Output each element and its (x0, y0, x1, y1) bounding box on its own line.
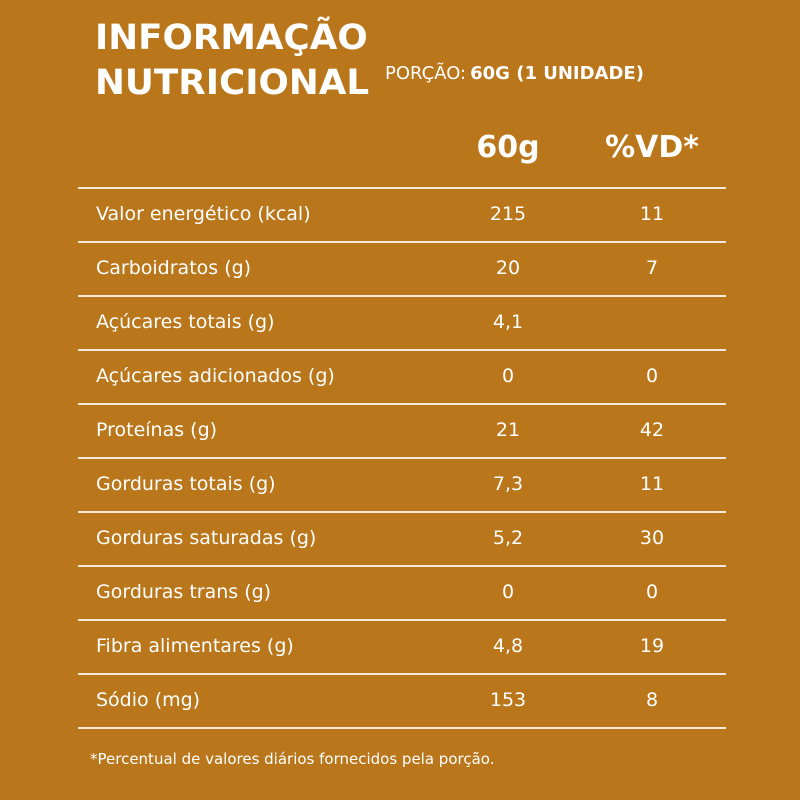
nutrient-dv: 30 (639, 527, 665, 549)
column-header-dv: %VD* (605, 130, 699, 165)
footnote: *Percentual de valores diários fornecido… (90, 750, 495, 768)
table-row: Valor energético (kcal) 215 11 (78, 189, 726, 243)
column-header-amount: 60g (476, 130, 540, 165)
nutrient-dv: 7 (645, 257, 659, 279)
nutrient-amount: 21 (495, 419, 521, 441)
nutrient-amount: 4,1 (492, 311, 524, 333)
nutrient-amount: 215 (489, 203, 527, 225)
nutrient-amount: 5,2 (492, 527, 524, 549)
table-row: Carboidratos (g) 20 7 (78, 243, 726, 297)
portion-info: PORÇÃO: 60G (1 UNIDADE) (385, 61, 644, 87)
nutrient-dv: 8 (645, 689, 659, 711)
nutrient-dv: 42 (639, 419, 665, 441)
title-line-1: INFORMAÇÃO (95, 18, 368, 58)
nutrient-amount: 0 (501, 581, 515, 603)
nutrient-label: Gorduras totais (g) (96, 473, 276, 495)
table-row: Gorduras trans (g) 0 0 (78, 567, 726, 621)
nutrient-dv: 19 (639, 635, 665, 657)
title-line-2: NUTRICIONAL (95, 63, 370, 103)
nutrient-label: Carboidratos (g) (96, 257, 252, 279)
nutrient-amount: 153 (489, 689, 527, 711)
nutrient-amount: 4,8 (492, 635, 524, 657)
nutrient-amount: 20 (495, 257, 521, 279)
nutrient-amount: 0 (501, 365, 515, 387)
table-row: Gorduras saturadas (g) 5,2 30 (78, 513, 726, 567)
nutrient-label: Gorduras trans (g) (96, 581, 272, 603)
table-row: Gorduras totais (g) 7,3 11 (78, 459, 726, 513)
nutrient-dv: 11 (639, 473, 665, 495)
nutrient-label: Gorduras saturadas (g) (96, 527, 317, 549)
nutrient-dv: 11 (639, 203, 665, 225)
nutrient-dv: 0 (645, 365, 659, 387)
nutrient-label: Sódio (mg) (96, 689, 201, 711)
nutrient-label: Valor energético (kcal) (96, 203, 311, 225)
nutrient-label: Açúcares totais (g) (96, 311, 275, 333)
nutrient-label: Fibra alimentares (g) (96, 635, 294, 657)
table-row: Açúcares adicionados (g) 0 0 (78, 351, 726, 405)
nutrition-table: Valor energético (kcal) 215 11 Carboidra… (78, 187, 726, 729)
portion-value: 60G (1 UNIDADE) (470, 63, 644, 84)
page-title: INFORMAÇÃO NUTRICIONAL (95, 16, 369, 106)
portion-label: PORÇÃO: (385, 63, 467, 84)
table-row: Proteínas (g) 21 42 (78, 405, 726, 459)
nutrient-label: Proteínas (g) (96, 419, 218, 441)
nutrient-amount: 7,3 (492, 473, 524, 495)
nutrient-label: Açúcares adicionados (g) (96, 365, 335, 387)
table-row: Sódio (mg) 153 8 (78, 675, 726, 729)
nutrient-dv: 0 (645, 581, 659, 603)
table-row: Açúcares totais (g) 4,1 (78, 297, 726, 351)
table-row: Fibra alimentares (g) 4,8 19 (78, 621, 726, 675)
